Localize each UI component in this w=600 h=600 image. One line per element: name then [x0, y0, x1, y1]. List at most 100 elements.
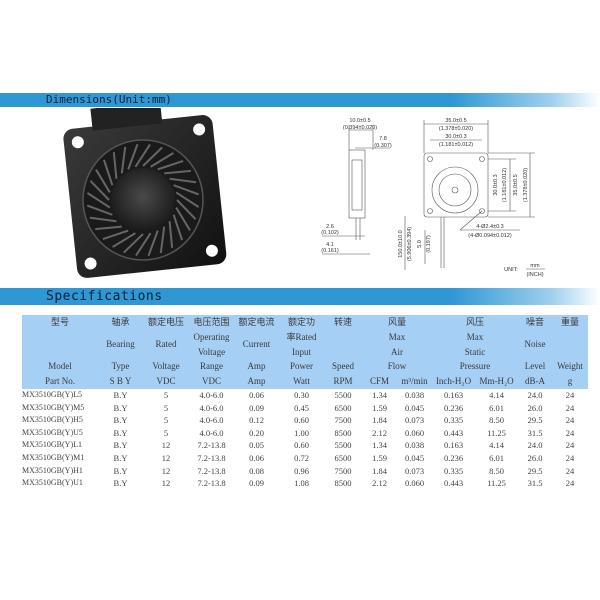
- table-cell: 4.0-6.0: [199, 415, 224, 426]
- table-cell: 1.34: [372, 440, 387, 451]
- specifications-title: Specifications: [46, 289, 163, 304]
- hole-inch-label: (4-Ø0.094±0.012): [468, 233, 512, 239]
- fan-blade: [147, 230, 159, 257]
- table-cell: 5500: [334, 440, 352, 451]
- table-cell: 0.335: [443, 415, 464, 426]
- header-cell: Weight: [552, 359, 589, 375]
- fan-blade: [102, 229, 129, 241]
- table-cell: 6.01: [489, 402, 504, 413]
- dimension-drawing: 10.0±0.5 (0.394±0.020) 7.8 (0.307) 2.6 (…: [321, 118, 545, 278]
- fan-blade: [89, 180, 110, 201]
- side-width-inch-label: (0.394±0.020): [343, 125, 377, 131]
- hole-pitch-vertical-label: 30.0±0.3: [493, 174, 499, 195]
- table-cell: 2.12: [372, 427, 387, 438]
- header-cell: Flow: [362, 359, 433, 375]
- dimensions-title: Dimensions(Unit:mm): [46, 93, 172, 106]
- table-row: MX3510GB(Y)L5 B.Y 5 4.0-6.0 0.06 0.30 5500 1.34…: [22, 389, 588, 402]
- table-cell: 24: [565, 440, 575, 451]
- table-cell: 2.12: [372, 478, 387, 489]
- table-cell: 0.20: [249, 427, 264, 438]
- header-cell: Max: [432, 329, 519, 345]
- table-cell: 0.60: [294, 415, 309, 426]
- table-cell: 0.45: [294, 402, 309, 413]
- table-cell: B.Y: [113, 402, 128, 413]
- fan-photo: [63, 108, 227, 278]
- table-cell: 0.335: [443, 465, 464, 476]
- table-body: MX3510GB(Y)L5 B.Y 5 4.0-6.0 0.06 0.30 5500 1.34…: [22, 389, 588, 490]
- model-cell: MX3510GB(Y)U1: [22, 478, 83, 488]
- side-depth-inch-label: (0.307): [374, 143, 392, 149]
- table-cell: 24.0: [527, 440, 543, 451]
- fan-blade: [127, 143, 139, 170]
- header-cell: m³/min: [397, 374, 433, 389]
- lead-b-inch-label: (0.161): [321, 248, 339, 254]
- fan-blade: [173, 184, 200, 196]
- table-cell: 11.25: [487, 427, 506, 438]
- model-cell: MX3510GB(Y)M5: [22, 402, 85, 412]
- model-cell: MX3510GB(Y)M1: [22, 452, 85, 462]
- header-cell: dB-A: [518, 374, 553, 389]
- specifications-table: 型号 轴承 额定电压 电压范围 额定电流 额定功 转速 风量 风压 噪音 重量 Bearing Rate…: [22, 315, 589, 490]
- header-cell: Static: [432, 344, 519, 360]
- table-cell: 0.72: [294, 452, 309, 463]
- wire-length-label: 150.0±10.0: [398, 230, 404, 258]
- table-cell: 4.14: [489, 440, 504, 451]
- table-cell: 24: [565, 389, 575, 400]
- table-cell: 31.5: [527, 478, 543, 489]
- table-cell: 6500: [334, 452, 352, 463]
- header-cell: [552, 344, 589, 360]
- header-cell: RPM: [324, 374, 362, 389]
- table-cell: 0.06: [249, 389, 264, 400]
- header-cell: 额定功: [279, 315, 324, 330]
- table-row: MX3510GB(Y)L1 B.Y 12 7.2-13.8 0.05 0.60 5500 1.…: [22, 439, 588, 452]
- hole-pitch-vertical-inch-label: (1.181±0.012): [502, 168, 508, 202]
- fan-blade: [123, 233, 144, 254]
- header-cell: [22, 344, 98, 360]
- table-cell: 29.5: [527, 415, 543, 426]
- table-cell: 0.12: [249, 415, 264, 426]
- fan-blade: [134, 143, 151, 168]
- fan-blade: [95, 169, 111, 193]
- header-cell: 风量: [362, 315, 433, 330]
- header-cell: Voltage: [189, 344, 234, 360]
- table-cell: 7.2-13.8: [197, 465, 226, 476]
- table-row: MX3510GB(Y)M5 B.Y 5 4.0-6.0 0.09 0.45 6500 1.59…: [22, 402, 588, 415]
- table-cell: 0.045: [404, 452, 425, 463]
- header-cell: Watt: [279, 374, 324, 389]
- table-cell: 31.5: [527, 427, 543, 438]
- fan-blade: [150, 152, 174, 168]
- table-cell: 0.09: [249, 478, 264, 489]
- outer-inch-label: (1.378±0.020): [439, 126, 473, 132]
- header-cell: Amp: [234, 359, 279, 375]
- specifications-banner: Specifications: [0, 288, 600, 305]
- header-cell: 型号: [22, 315, 98, 330]
- header-cell: 噪音: [518, 315, 553, 330]
- table-header: 型号 轴承 额定电压 电压范围 额定电流 额定功 转速 风量 风压 噪音 重量 Bearing Rate…: [22, 315, 589, 389]
- fan-blade: [164, 169, 191, 175]
- table-cell: 0.163: [443, 389, 464, 400]
- wire-length-inch-label: (5.906±0.394): [407, 227, 413, 261]
- fan-blade: [112, 152, 118, 179]
- header-cell: [324, 344, 362, 360]
- header-cell: Rated: [143, 329, 189, 360]
- table-cell: 0.060: [404, 427, 425, 438]
- header-cell: 额定电流: [234, 315, 279, 330]
- table-cell: 8.50: [489, 415, 504, 426]
- table-cell: 4.0-6.0: [199, 427, 224, 438]
- fan-blade: [157, 159, 184, 171]
- unit-inch-label: (INCH): [526, 272, 543, 278]
- table-cell: 0.060: [404, 478, 425, 489]
- header-cell: Current: [234, 329, 279, 360]
- table-cell: 0.60: [294, 440, 309, 451]
- table-cell: B.Y: [113, 427, 128, 438]
- table-cell: 0.038: [404, 440, 425, 451]
- fan-blade: [86, 192, 111, 209]
- table-cell: 0.073: [404, 465, 425, 476]
- header-cell: 转速: [324, 315, 362, 330]
- table-cell: B.Y: [113, 440, 128, 451]
- table-row: MX3510GB(Y)H1 B.Y 12 7.2-13.8 0.08 0.96 7500 1.…: [22, 465, 588, 478]
- header-cell: S B Y: [98, 374, 143, 389]
- table-cell: 5: [163, 389, 169, 400]
- table-cell: 0.09: [249, 402, 264, 413]
- table-cell: 0.045: [404, 402, 425, 413]
